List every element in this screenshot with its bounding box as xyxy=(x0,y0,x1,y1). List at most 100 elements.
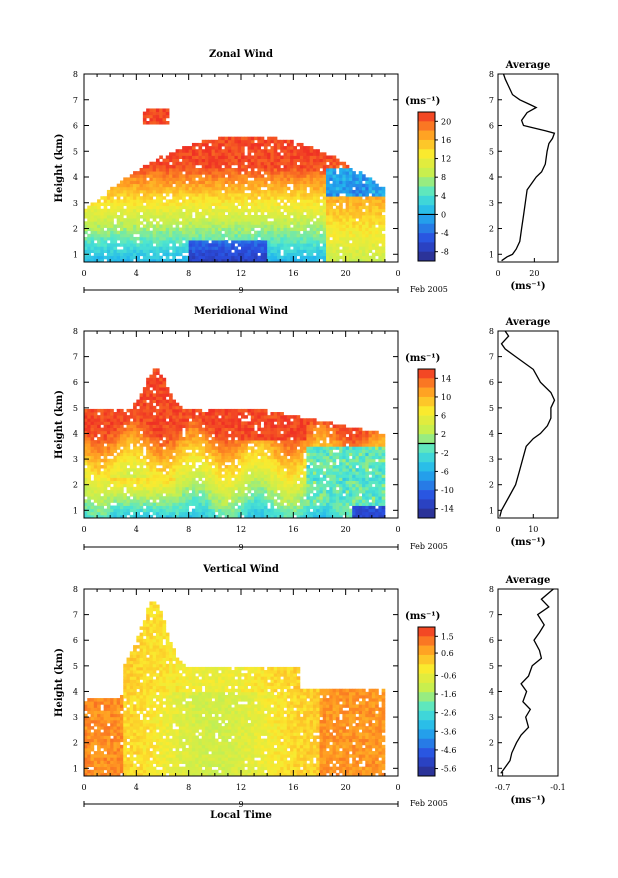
heat-cell xyxy=(375,186,379,191)
heat-cell xyxy=(119,430,124,435)
heat-cell xyxy=(283,474,288,478)
heat-cell xyxy=(211,149,216,153)
heat-cell xyxy=(110,474,114,478)
heat-cell xyxy=(136,252,140,257)
heat-cell xyxy=(162,458,167,463)
heat-cell xyxy=(162,258,167,263)
heat-cell xyxy=(123,505,127,510)
heat-cell xyxy=(103,211,108,216)
heat-cell xyxy=(339,218,343,222)
heat-cell xyxy=(136,424,140,429)
heat-cell xyxy=(139,180,144,185)
heat-cell xyxy=(110,427,114,432)
heat-cell xyxy=(254,155,258,159)
heat-cell xyxy=(280,142,284,147)
heat-cell xyxy=(198,514,203,519)
heat-cell xyxy=(326,199,330,203)
heat-cell xyxy=(188,236,193,241)
heat-cell xyxy=(93,489,98,494)
heat-cell xyxy=(319,211,324,216)
heat-cell xyxy=(178,233,183,238)
heat-cell xyxy=(152,171,157,175)
heat-cell xyxy=(159,377,163,382)
heat-cell xyxy=(126,215,131,219)
heat-cell xyxy=(146,255,150,260)
heat-cell xyxy=(339,171,343,175)
heat-cell xyxy=(106,199,111,203)
heat-cell xyxy=(149,505,154,510)
heat-cell xyxy=(237,230,242,235)
heat-cell xyxy=(123,421,127,425)
heat-cell xyxy=(227,174,232,178)
heat-cell xyxy=(139,177,144,181)
heat-cell xyxy=(142,399,147,404)
heat-cell xyxy=(84,449,88,453)
heat-cell xyxy=(322,186,327,191)
heat-cell xyxy=(371,208,376,213)
heat-cell xyxy=(142,486,147,491)
heat-cell xyxy=(221,493,226,497)
heat-cell xyxy=(355,224,360,228)
heat-cell xyxy=(178,508,183,513)
heat-cell xyxy=(129,224,134,228)
heat-cell xyxy=(303,158,307,163)
heat-cell xyxy=(267,489,271,494)
heat-cell xyxy=(299,171,304,175)
heat-cell xyxy=(155,427,160,432)
heat-cell xyxy=(113,249,118,253)
heat-cell xyxy=(116,186,121,191)
heat-cell xyxy=(221,436,226,441)
heat-cell xyxy=(211,186,216,191)
heat-cell xyxy=(106,499,111,503)
heat-cell xyxy=(201,461,206,466)
heat-cell xyxy=(169,174,173,178)
heat-cell xyxy=(116,255,121,260)
heat-cell xyxy=(332,218,337,222)
heat-cell xyxy=(116,511,121,516)
heat-cell xyxy=(84,458,88,463)
heat-cell xyxy=(224,493,229,497)
heat-cell xyxy=(326,236,330,241)
heat-cell xyxy=(191,499,196,503)
heat-cell xyxy=(260,433,265,438)
heat-cell xyxy=(84,421,88,425)
heat-cell xyxy=(208,493,212,497)
heat-cell xyxy=(152,449,157,453)
heat-cell xyxy=(270,483,275,488)
heat-cell xyxy=(231,196,235,200)
heat-cell xyxy=(221,174,226,178)
heat-cell xyxy=(237,233,242,238)
heat-cell xyxy=(159,421,163,425)
heat-cell xyxy=(103,499,108,503)
heat-cell xyxy=(342,255,347,260)
heat-cell xyxy=(224,208,229,213)
heat-cell xyxy=(93,474,98,478)
heat-cell xyxy=(329,164,333,169)
heat-cell xyxy=(182,455,186,460)
heat-cell xyxy=(263,243,268,247)
heat-cell xyxy=(276,465,281,469)
heat-cell xyxy=(319,183,324,188)
heat-cell xyxy=(283,496,288,500)
heat-cell xyxy=(116,258,121,263)
heat-cell xyxy=(286,246,291,250)
heat-cell xyxy=(224,449,229,453)
heat-cell xyxy=(293,208,297,213)
heat-cell xyxy=(348,211,353,216)
heat-cell xyxy=(198,443,203,447)
heat-cell xyxy=(205,249,209,253)
heat-cell xyxy=(316,168,320,172)
heat-cell xyxy=(345,240,350,244)
heat-cell xyxy=(293,149,297,153)
heat-cell xyxy=(283,461,288,466)
heat-cell xyxy=(306,236,311,241)
heat-cell xyxy=(211,471,216,475)
heat-cell xyxy=(227,205,232,210)
heat-cell xyxy=(286,243,291,247)
heat-cell xyxy=(260,211,265,216)
heat-cell xyxy=(276,205,281,210)
heat-cell xyxy=(286,218,291,222)
heat-cell xyxy=(113,496,118,500)
heat-cell xyxy=(119,211,124,216)
heat-cell xyxy=(84,483,88,488)
